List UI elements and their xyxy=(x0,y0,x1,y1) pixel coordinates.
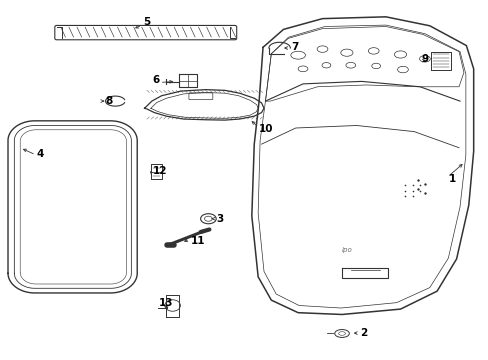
Text: 6: 6 xyxy=(152,75,159,85)
Text: 3: 3 xyxy=(216,214,223,224)
Text: 11: 11 xyxy=(190,236,205,246)
Text: 1: 1 xyxy=(447,174,455,184)
Text: 10: 10 xyxy=(259,124,273,134)
Text: 2: 2 xyxy=(359,328,366,338)
Text: 12: 12 xyxy=(153,166,167,176)
Text: 13: 13 xyxy=(158,298,173,308)
Text: 8: 8 xyxy=(105,96,113,106)
Text: 7: 7 xyxy=(291,42,298,52)
Text: 4: 4 xyxy=(37,149,44,159)
Text: ipo: ipo xyxy=(341,247,352,253)
Text: 5: 5 xyxy=(143,17,150,27)
Text: 9: 9 xyxy=(421,54,428,64)
